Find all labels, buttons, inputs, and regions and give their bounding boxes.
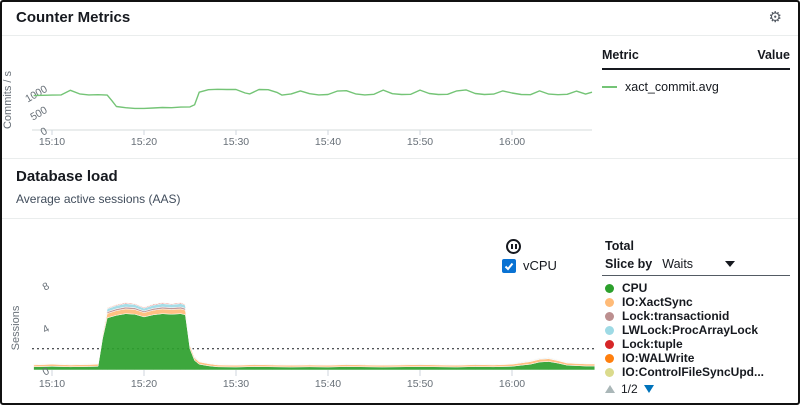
check-icon	[504, 262, 514, 270]
legend-item-lock-tuple[interactable]: Lock:tuple	[605, 337, 764, 351]
svg-text:16:00: 16:00	[499, 378, 525, 390]
svg-text:15:10: 15:10	[39, 378, 65, 390]
legend-item-lock-transactionid[interactable]: Lock:transactionid	[605, 309, 764, 323]
slice-by-label: Slice by	[605, 257, 653, 271]
svg-text:0: 0	[40, 365, 51, 378]
vcpu-checkbox[interactable]	[502, 258, 516, 273]
section-divider	[2, 158, 798, 159]
svg-text:1000: 1000	[23, 83, 49, 105]
metric-name: xact_commit.avg	[625, 80, 719, 94]
settings-gear-icon[interactable]: ⚙	[768, 9, 782, 26]
counter-metrics-title: Counter Metrics	[16, 9, 131, 26]
legend-label: Lock:tuple	[622, 337, 683, 351]
legend-dot	[605, 283, 614, 293]
slice-by-dropdown[interactable]: Waits	[662, 257, 694, 271]
legend-label: LWLock:ProcArrayLock	[622, 323, 759, 337]
metric-row-xact-commit[interactable]: xact_commit.avg	[602, 80, 790, 94]
value-column-header: Value	[757, 48, 790, 62]
counter-legend-table: Metric Value xact_commit.avg	[602, 48, 790, 94]
legend-dot	[605, 353, 614, 363]
svg-text:15:20: 15:20	[131, 378, 157, 390]
svg-text:15:50: 15:50	[407, 136, 433, 148]
svg-text:15:50: 15:50	[407, 378, 433, 390]
legend-item-io-walwrite[interactable]: IO:WALWrite	[605, 351, 764, 365]
subheader-divider	[2, 218, 798, 219]
page-up-icon[interactable]	[605, 385, 615, 393]
svg-text:15:40: 15:40	[315, 136, 341, 148]
database-load-title: Database load	[16, 168, 118, 185]
database-load-subtitle: Average active sessions (AAS)	[16, 192, 181, 206]
legend-label: IO:XactSync	[622, 295, 693, 309]
svg-text:0: 0	[38, 125, 49, 138]
svg-text:4: 4	[40, 323, 51, 336]
total-label: Total	[605, 239, 634, 253]
legend-label: Lock:transactionid	[622, 309, 730, 323]
legend-label: CPU	[622, 281, 648, 295]
page-indicator: 1/2	[621, 382, 638, 396]
svg-text:Commits / s: Commits / s	[2, 70, 14, 129]
legend-item-lwlock-procarraylock[interactable]: LWLock:ProcArrayLock	[605, 323, 764, 337]
legend-dot	[605, 367, 614, 377]
svg-text:8: 8	[40, 280, 51, 293]
legend-dot	[605, 297, 614, 307]
svg-text:15:10: 15:10	[39, 136, 65, 148]
metric-column-header: Metric	[602, 48, 639, 62]
chevron-down-icon[interactable]	[725, 261, 736, 267]
legend-item-io-controlfilesyncupdate[interactable]: IO:ControlFileSyncUpd...	[605, 365, 764, 379]
waits-legend: CPU IO:XactSync Lock:transactionid LWLoc…	[605, 281, 764, 396]
legend-pager: 1/2	[605, 382, 764, 396]
svg-text:15:40: 15:40	[315, 378, 341, 390]
svg-text:15:30: 15:30	[223, 136, 249, 148]
svg-text:500: 500	[28, 104, 49, 123]
slice-by-underline	[602, 275, 790, 276]
page-down-icon[interactable]	[643, 385, 654, 393]
svg-text:16:00: 16:00	[499, 136, 525, 148]
series-line-swatch	[602, 86, 617, 88]
svg-text:15:20: 15:20	[131, 136, 157, 148]
svg-text:Sessions: Sessions	[10, 305, 22, 350]
slice-by-row: Slice by Waits	[605, 257, 736, 271]
database-load-chart[interactable]: 15:10 15:20 15:30 15:40 15:50 16:00 0 4 8 Session…	[2, 224, 602, 405]
legend-label: IO:ControlFileSyncUpd...	[622, 365, 765, 379]
legend-dot	[605, 311, 614, 321]
legend-dot	[605, 339, 614, 349]
legend-label: IO:WALWrite	[622, 351, 695, 365]
legend-item-io-xactsync[interactable]: IO:XactSync	[605, 295, 764, 309]
svg-text:15:30: 15:30	[223, 378, 249, 390]
header-divider	[2, 35, 798, 36]
vcpu-checkbox-label: vCPU	[523, 258, 557, 273]
vcpu-toggle-row: vCPU	[502, 258, 557, 273]
legend-item-cpu[interactable]: CPU	[605, 281, 764, 295]
pause-icon[interactable]	[506, 239, 521, 254]
legend-dot	[605, 325, 614, 335]
